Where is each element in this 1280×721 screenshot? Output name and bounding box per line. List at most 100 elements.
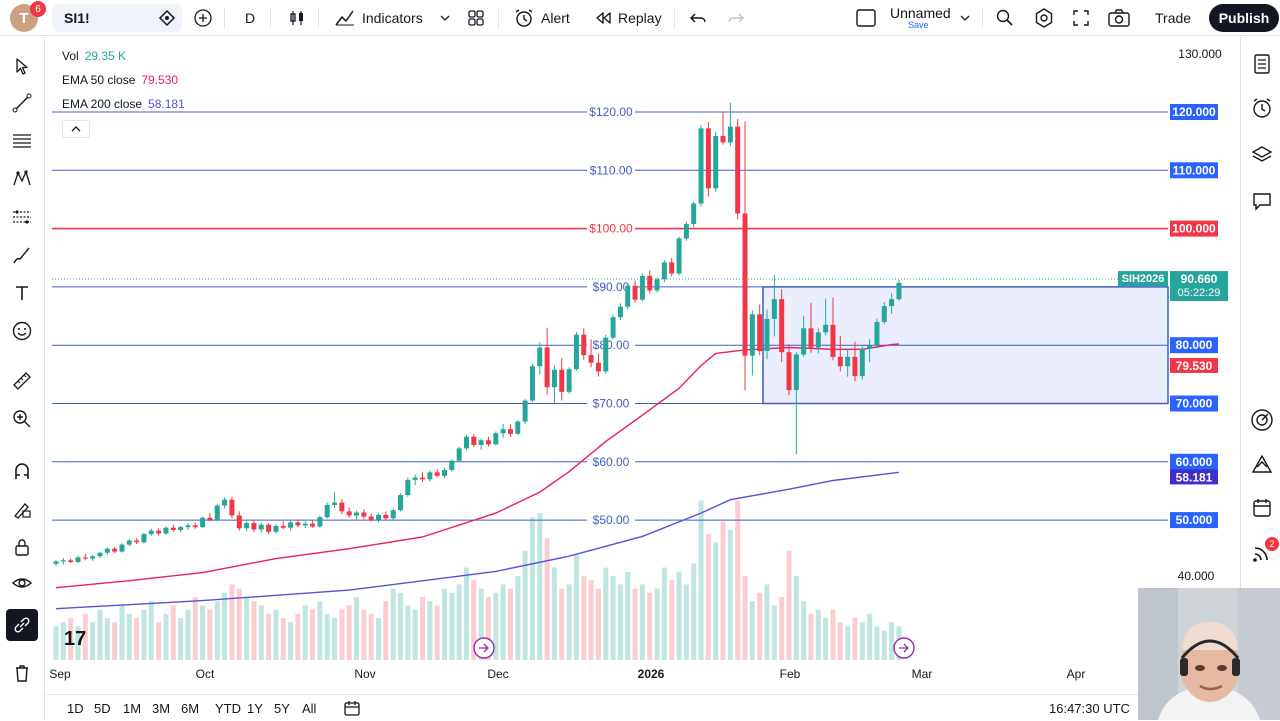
candle-body [192, 525, 198, 528]
watchlist-icon[interactable] [1249, 51, 1275, 77]
line-label-bg [587, 279, 635, 294]
volume-bar [376, 618, 382, 660]
alert-button[interactable]: Alert [513, 0, 570, 36]
chart-pane[interactable]: $120.00 120.000 $110.00 110.000 $100.00 100.0… [46, 37, 1240, 687]
target-icon[interactable] [1249, 407, 1275, 433]
brush-icon[interactable] [8, 241, 36, 269]
publish-button[interactable]: Publish [1209, 4, 1279, 32]
candle-body [332, 502, 338, 505]
trendline-icon[interactable] [8, 89, 36, 117]
volume-bar [764, 584, 770, 660]
layout-save-label[interactable]: Save [908, 20, 929, 30]
time-label: Apr [1067, 667, 1086, 681]
ideas-icon[interactable] [1249, 451, 1275, 477]
candle-body [346, 511, 352, 516]
magnet-icon[interactable] [8, 457, 36, 485]
range-1d[interactable]: 1D [67, 700, 84, 716]
candle-body [830, 324, 836, 357]
measure-lines-icon[interactable] [8, 203, 36, 231]
range-5d[interactable]: 5D [94, 700, 111, 716]
lock-draw-icon[interactable] [8, 495, 36, 523]
volume-bar [412, 609, 418, 660]
volume-bar [647, 592, 653, 660]
candles-icon[interactable] [287, 0, 307, 36]
ruler-icon[interactable] [8, 367, 36, 395]
text-icon[interactable] [8, 279, 36, 307]
layout-dropdown-icon[interactable] [959, 0, 971, 36]
range-1y[interactable]: 1Y [247, 700, 263, 716]
volume-bar [581, 576, 587, 660]
redo-icon[interactable] [727, 0, 745, 36]
undo-icon[interactable] [689, 0, 707, 36]
candle-body [434, 472, 440, 476]
fullscreen-icon[interactable] [1071, 0, 1091, 36]
candle-body [354, 512, 360, 516]
candle-body [310, 523, 316, 527]
indicators-button[interactable]: Indicators [334, 0, 423, 36]
chat-icon[interactable] [1249, 188, 1275, 214]
volume-bar [68, 618, 74, 660]
goto-date-icon[interactable] [342, 695, 362, 721]
alerts-clock-icon[interactable] [1249, 95, 1275, 121]
indicators-dropdown-icon[interactable] [439, 0, 451, 36]
range-all[interactable]: All [302, 700, 317, 716]
layers-icon[interactable] [1249, 142, 1275, 168]
legend-ema200[interactable]: EMA 200 close 58.181 [62, 97, 185, 111]
add-symbol-icon[interactable] [193, 0, 213, 36]
symbol-diamond-icon[interactable] [158, 0, 176, 36]
pattern-icon[interactable] [8, 165, 36, 193]
candle-body [478, 440, 484, 445]
candle-body [661, 262, 667, 280]
templates-grid-icon[interactable] [467, 0, 485, 36]
trash-icon[interactable] [8, 659, 36, 687]
emoji-icon[interactable] [8, 317, 36, 345]
cursor-icon[interactable] [8, 52, 36, 80]
time-axis[interactable]: Sep Oct Nov Dec 2026 Feb Mar Apr [49, 667, 1085, 681]
link-icon[interactable] [6, 609, 38, 641]
volume-bar [251, 601, 257, 660]
volume-bar [669, 580, 675, 660]
candle-body [170, 527, 176, 531]
range-3m[interactable]: 3M [152, 700, 171, 716]
price-tag-countdown: 05:22:29 [1178, 287, 1221, 299]
candle-body [104, 548, 110, 553]
range-5y[interactable]: 5Y [274, 700, 290, 716]
candle-body [647, 275, 653, 291]
candle-body [90, 556, 96, 559]
eye-icon[interactable] [8, 569, 36, 597]
layout-name[interactable]: Unnamed [890, 5, 951, 21]
legend-ema50[interactable]: EMA 50 close 79.530 [62, 73, 178, 87]
candle-body [463, 436, 469, 449]
volume-bar [683, 584, 689, 660]
line-label-bg [587, 163, 635, 178]
candle-body [68, 560, 74, 563]
replay-button[interactable]: Replay [594, 0, 662, 36]
layout-checkbox-icon[interactable] [855, 0, 877, 36]
candle-body [119, 544, 125, 552]
trade-button[interactable]: Trade [1155, 10, 1192, 26]
snapshot-camera-icon[interactable] [1107, 0, 1131, 36]
zoom-icon[interactable] [8, 405, 36, 433]
volume-bar [735, 500, 741, 660]
range-1m[interactable]: 1M [123, 700, 142, 716]
divider [270, 8, 271, 28]
price-tag-value: 90.660 [1181, 272, 1218, 286]
interval-button[interactable]: D [245, 10, 256, 26]
range-ytd[interactable]: YTD [215, 700, 241, 716]
calendar-icon[interactable] [1249, 495, 1275, 521]
range-6m[interactable]: 6M [181, 700, 200, 716]
fib-icon[interactable] [8, 127, 36, 155]
price-chart[interactable]: $120.00 120.000 $110.00 110.000 $100.00 100.0… [46, 37, 1240, 687]
horizontal-lines[interactable]: $120.00 120.000 $110.00 110.000 $100.00 100.0… [52, 104, 1218, 529]
settings-gear-icon[interactable] [1033, 0, 1055, 36]
candle-body [317, 517, 323, 527]
lock-icon[interactable] [8, 533, 36, 561]
legend-collapse-button[interactable] [62, 120, 90, 138]
tv-logo-icon: 17 [64, 628, 86, 650]
quick-search-icon[interactable] [995, 0, 1015, 36]
legend-volume[interactable]: Vol 29.35 K [62, 49, 126, 63]
clock-time[interactable]: 16:47:30 UTC [1049, 700, 1130, 716]
signal-icon[interactable] [1249, 540, 1275, 566]
divider [224, 8, 225, 28]
